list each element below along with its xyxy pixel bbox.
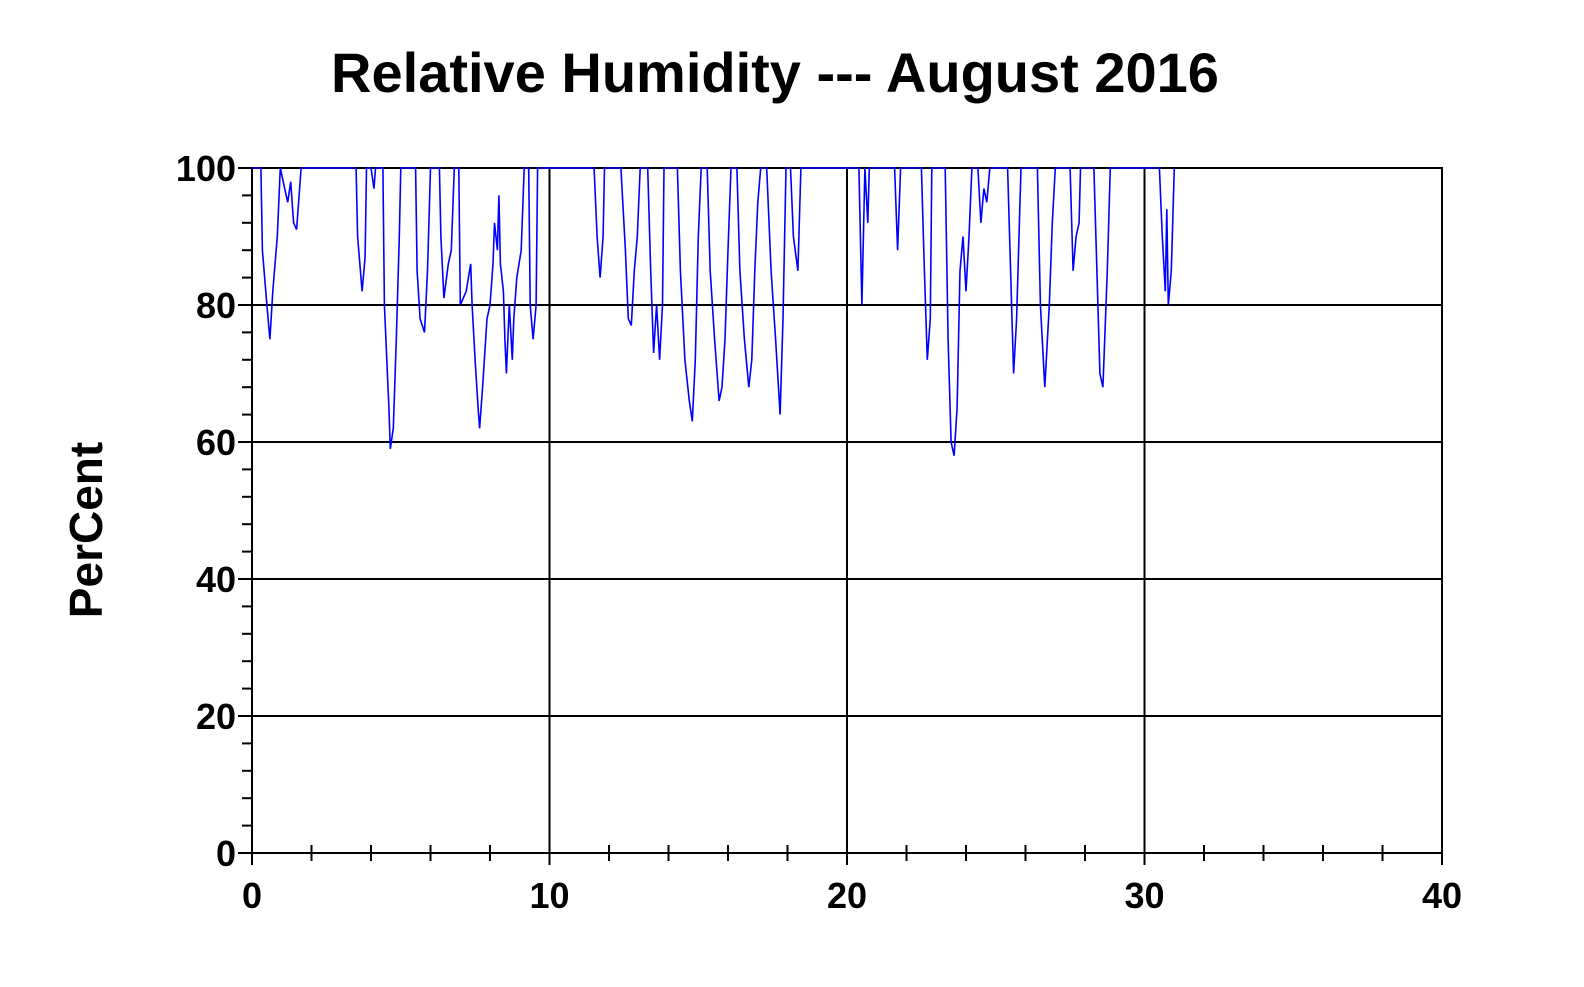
y-tick-label: 20 [196,696,236,737]
y-tick-label: 60 [196,422,236,463]
y-axis-label: PerCent [60,442,112,618]
y-tick-label: 40 [196,559,236,600]
x-tick-label: 10 [529,875,569,916]
y-tick-label: 100 [176,148,236,189]
data-line [252,167,1176,456]
x-tick-label: 30 [1124,875,1164,916]
x-tick-label: 20 [827,875,867,916]
chart-title: Relative Humidity --- August 2016 [331,41,1219,104]
y-tick-label: 80 [196,285,236,326]
x-tick-label: 0 [242,875,262,916]
x-tick-label: 40 [1422,875,1462,916]
y-tick-label: 0 [216,833,236,874]
